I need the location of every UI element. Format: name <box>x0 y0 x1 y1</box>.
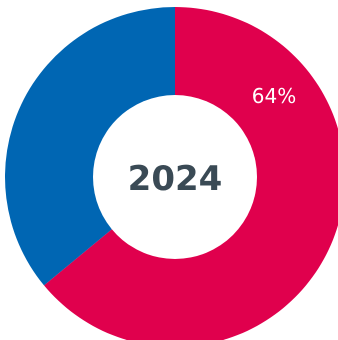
slice-label-1: 64% <box>252 84 296 108</box>
donut-slice-2 <box>4 7 175 286</box>
donut-hole <box>93 95 257 259</box>
center-year-label: 2024 <box>128 159 223 199</box>
slice-labels: 64% <box>252 84 296 108</box>
